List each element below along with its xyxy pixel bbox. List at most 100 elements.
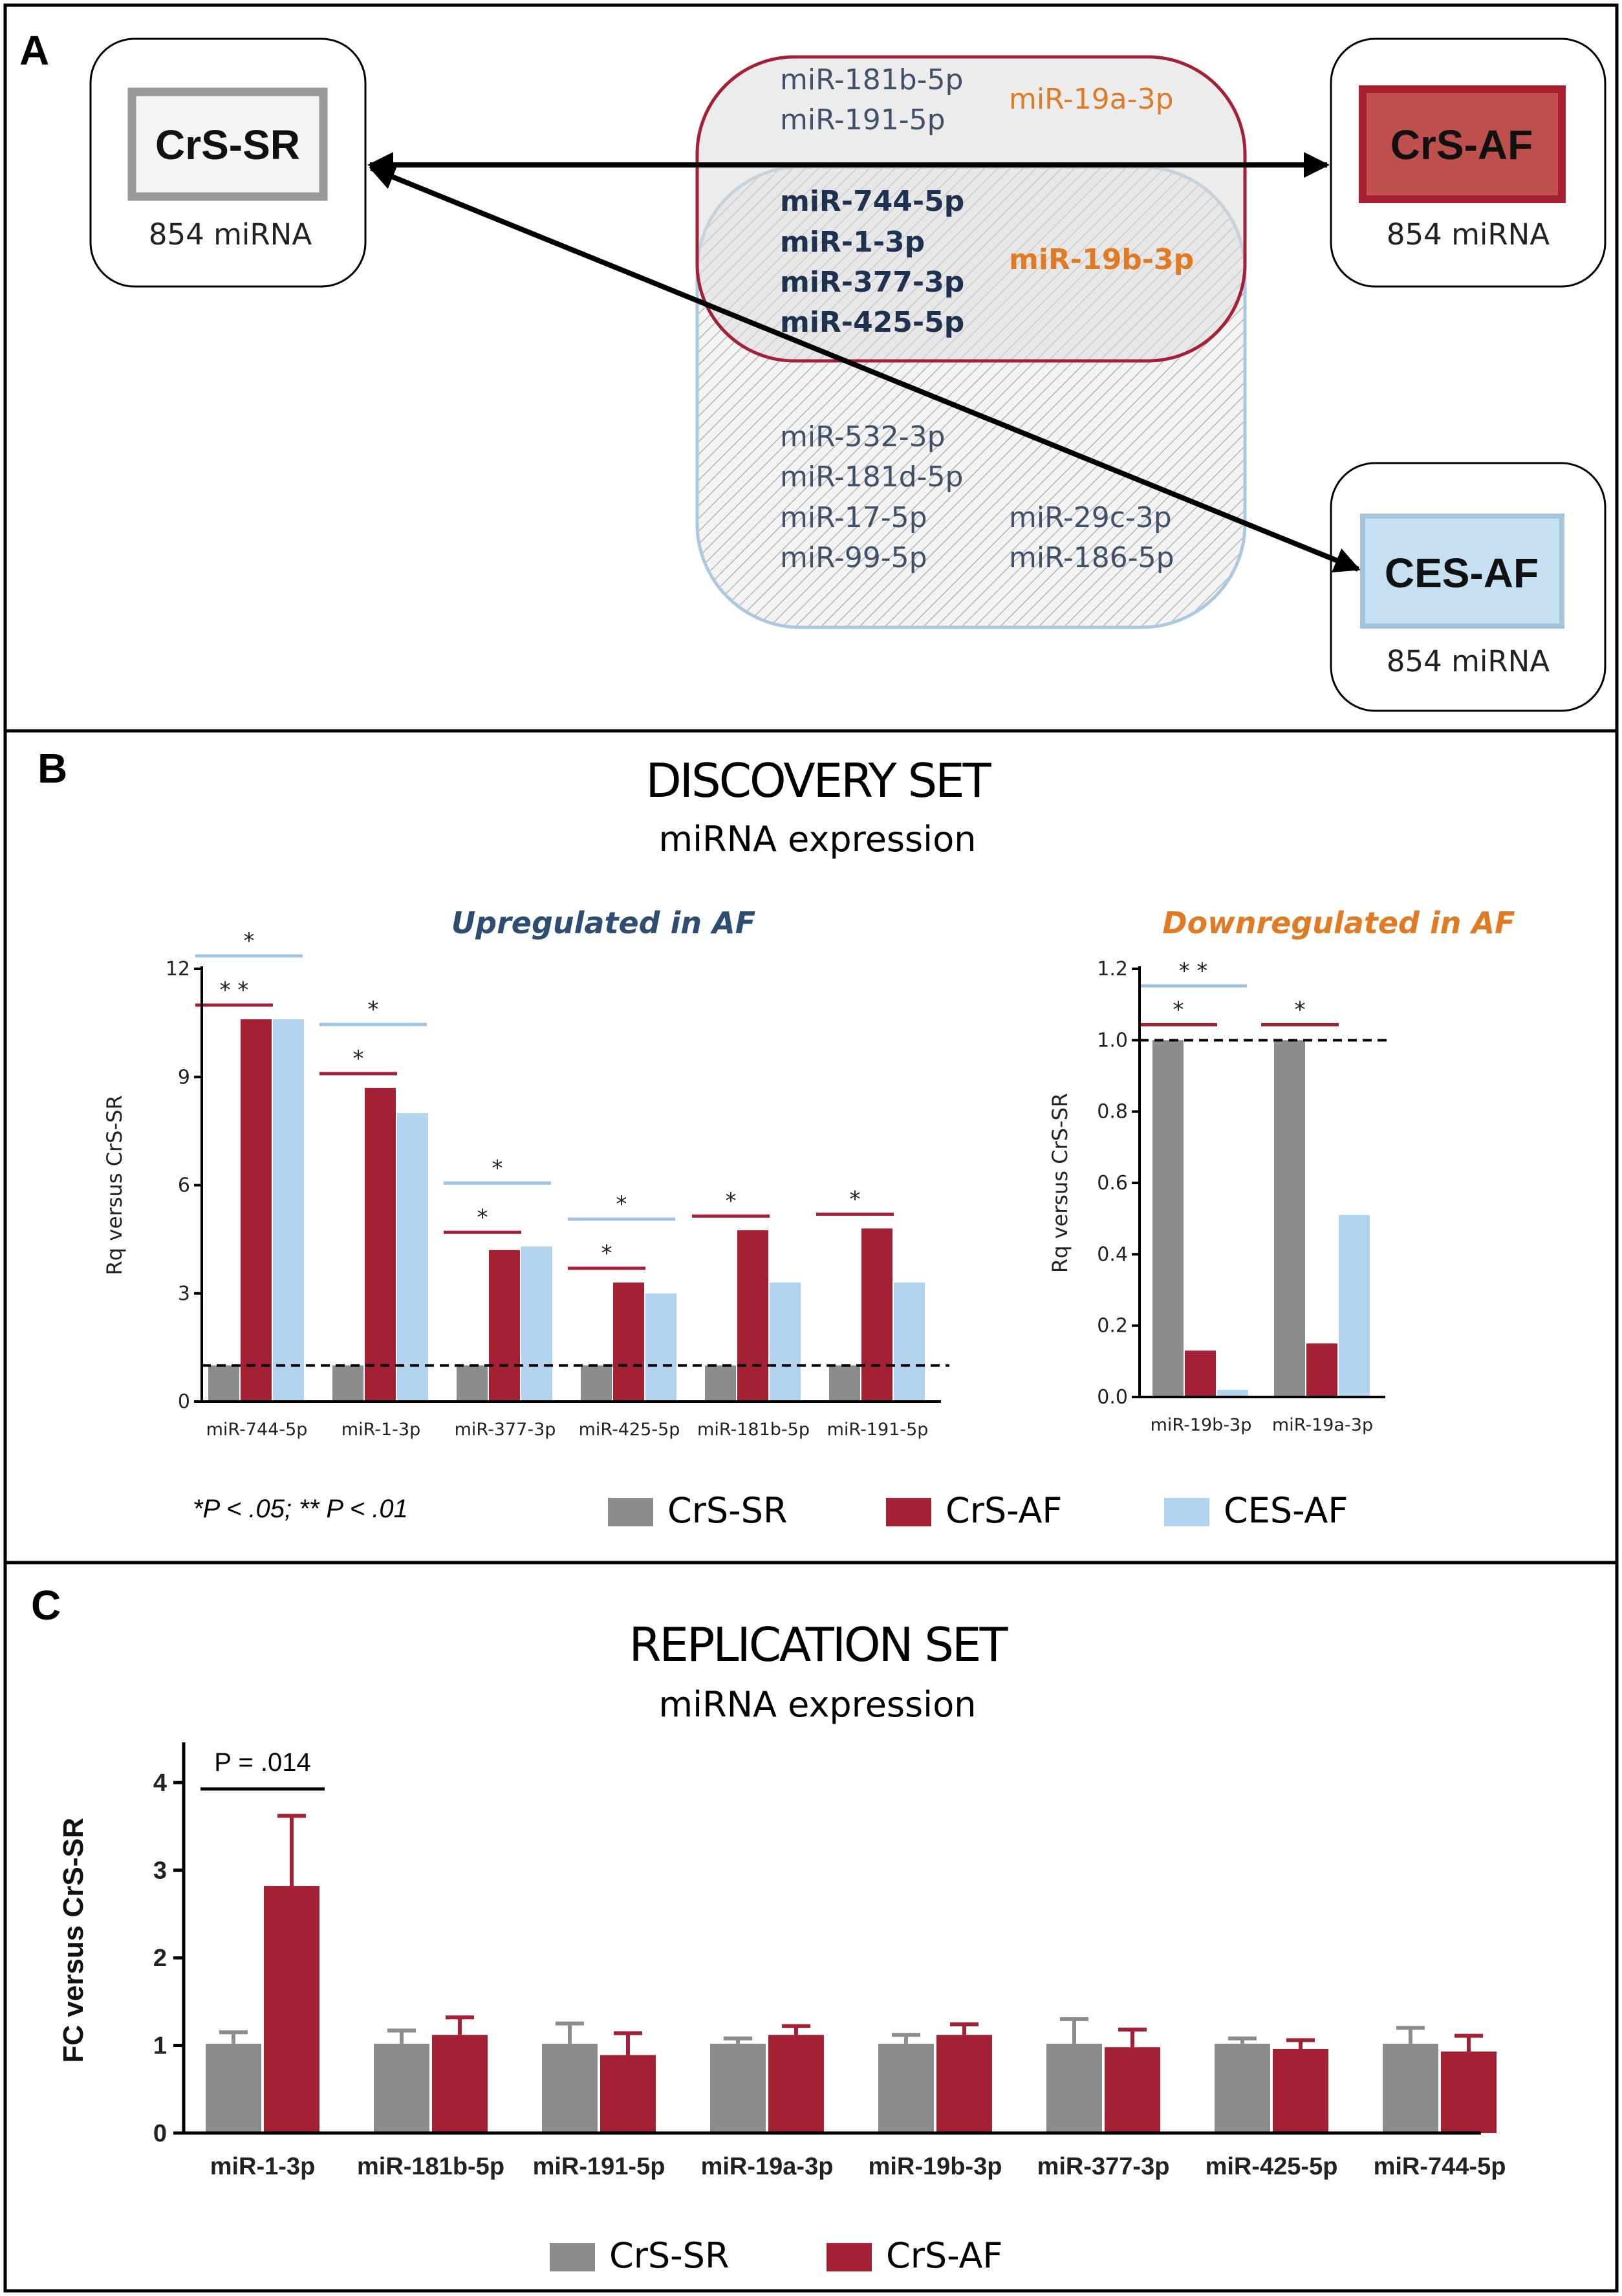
crs-af-box-label: CrS-AF — [1390, 122, 1533, 168]
bar-crs-sr — [1383, 2043, 1438, 2133]
ces-af-box — [1360, 514, 1564, 629]
ces-af-box-label: CES-AF — [1385, 550, 1539, 596]
bar-crs-af — [936, 2035, 992, 2133]
y-tick-label: 0.2 — [1097, 1315, 1128, 1338]
bar-crs-af — [241, 1019, 272, 1402]
y-tick-label: 0 — [153, 2120, 167, 2147]
ces-af-count: 854 miRNA — [1387, 644, 1550, 678]
significance-stars: * — [353, 1046, 364, 1072]
crs-sr-count: 854 miRNA — [149, 217, 312, 252]
x-tick-label: miR-1-3p — [341, 1420, 420, 1440]
significance-stars: * — [368, 997, 379, 1023]
bar-crs-af — [1306, 1343, 1337, 1397]
red-only-mirna: miR-181b-5p — [780, 63, 963, 96]
bar-crs-af — [1105, 2047, 1160, 2133]
chart-title: Upregulated in AF — [451, 905, 755, 940]
bar-crs-sr — [332, 1365, 363, 1402]
arrow-crs-sr-to-ces-af — [369, 165, 1361, 572]
bar-crs-af — [613, 1283, 644, 1402]
blue-only-mirna: miR-99-5p — [780, 541, 927, 574]
legend-label: CrS-AF — [946, 1490, 1062, 1531]
legend-swatch — [550, 2243, 595, 2271]
y-tick-label: 9 — [178, 1066, 190, 1088]
x-tick-label: miR-19a-3p — [701, 2153, 834, 2180]
panel-c-label: C — [31, 1582, 61, 1629]
blue-only-mirna: miR-186-5p — [1009, 541, 1174, 574]
bar-crs-af — [1441, 2052, 1497, 2133]
p-value-label: P = .014 — [214, 1748, 310, 1777]
bar-crs-sr — [208, 1365, 239, 1402]
overlap-mirna: miR-377-3p — [780, 266, 964, 299]
bar-ces-af — [1217, 1389, 1248, 1397]
significance-stars: * — [477, 1204, 488, 1230]
bar-crs-sr — [710, 2043, 766, 2133]
x-tick-label: miR-1-3p — [210, 2153, 316, 2180]
bar-ces-af — [770, 1283, 801, 1402]
red-only-mirna: miR-191-5p — [780, 103, 946, 136]
y-tick-label: 6 — [178, 1175, 190, 1197]
crs-sr-box-label: CrS-SR — [155, 122, 300, 168]
blue-only-mirna: miR-181d-5p — [780, 460, 963, 493]
bar-crs-sr — [457, 1365, 488, 1402]
x-tick-label: miR-19b-3p — [869, 2153, 1002, 2180]
bar-crs-sr — [374, 2043, 429, 2133]
bar-crs-sr — [1274, 1040, 1305, 1397]
overlap-mirna: miR-744-5p — [780, 185, 964, 218]
legend-label: CrS-AF — [886, 2235, 1002, 2276]
y-tick-label: 0.6 — [1097, 1172, 1128, 1195]
bar-crs-af — [768, 2035, 824, 2133]
bar-ces-af — [645, 1293, 676, 1402]
bar-crs-af — [365, 1087, 396, 1402]
significance-stars: * — [850, 1186, 861, 1212]
x-tick-label: miR-377-3p — [455, 1420, 556, 1440]
x-tick-label: miR-19a-3p — [1272, 1415, 1373, 1435]
crs-af-box — [1359, 85, 1566, 203]
bar-crs-sr — [705, 1365, 736, 1402]
bar-ces-af — [273, 1019, 304, 1402]
bar-crs-af — [861, 1228, 892, 1402]
downregulated-chart: Downregulated in AF miR-19b-3p miR-19a-3p *… — [1048, 905, 1515, 1435]
legend-replication: CrS-SR CrS-AF — [550, 2235, 1002, 2276]
bar-ces-af — [397, 1113, 428, 1402]
y-axis-label: Rq versus CrS-SR — [102, 1095, 127, 1275]
significance-stars: * — [726, 1188, 737, 1214]
panel-b-label: B — [38, 745, 67, 792]
panel-c-subtitle: miRNA expression — [659, 1684, 977, 1725]
bar-crs-af — [1273, 2048, 1328, 2133]
panel-b-subtitle: miRNA expression — [659, 819, 977, 860]
x-tick-label: miR-191-5p — [533, 2153, 665, 2180]
y-tick-label: 3 — [153, 1857, 167, 1885]
bar-crs-sr — [878, 2043, 934, 2133]
y-tick-label: 1 — [153, 2033, 167, 2060]
blue-only-mirna: miR-29c-3p — [1009, 501, 1172, 534]
x-tick-label: miR-377-3p — [1037, 2153, 1170, 2180]
legend-swatch — [886, 1498, 931, 1526]
bar-crs-sr — [581, 1365, 612, 1402]
significance-stars: * — [1295, 997, 1306, 1023]
x-tick-label: miR-744-5p — [1374, 2153, 1506, 2180]
bar-ces-af — [894, 1283, 925, 1402]
significance-stars: * — [244, 928, 255, 954]
bar-crs-sr — [1152, 1040, 1184, 1397]
legend-swatch — [608, 1498, 653, 1526]
crs-sr-box — [127, 87, 328, 201]
legend-discovery: CrS-SR CrS-AF CES-AF — [608, 1490, 1348, 1531]
x-tick-label: miR-744-5p — [206, 1420, 308, 1440]
crs-af-count: 854 miRNA — [1387, 217, 1550, 252]
bar-crs-af — [737, 1230, 768, 1402]
panel-b-title: DISCOVERY SET — [645, 753, 991, 808]
y-axis-label: Rq versus CrS-SR — [1048, 1093, 1072, 1273]
bar-crs-sr — [1215, 2043, 1270, 2133]
blue-only-mirna: miR-532-3p — [780, 420, 946, 453]
x-tick-label: miR-425-5p — [1206, 2153, 1338, 2180]
panel-c-title: REPLICATION SET — [629, 1618, 1008, 1672]
replication-chart: miR-1-3p miR-181b-5p miR-191-5p miR-19a-3p m… — [58, 1742, 1506, 2180]
panel-c-frame — [3, 1561, 1619, 2293]
bar-crs-sr — [206, 2043, 261, 2133]
chart-title: Downregulated in AF — [1162, 905, 1515, 940]
significance-stars: * — [616, 1191, 627, 1217]
x-tick-label: miR-191-5p — [827, 1420, 929, 1440]
y-tick-label: 3 — [178, 1283, 190, 1305]
red-only-mirna-orange: miR-19a-3p — [1009, 83, 1174, 116]
y-tick-label: 4 — [153, 1770, 167, 1797]
